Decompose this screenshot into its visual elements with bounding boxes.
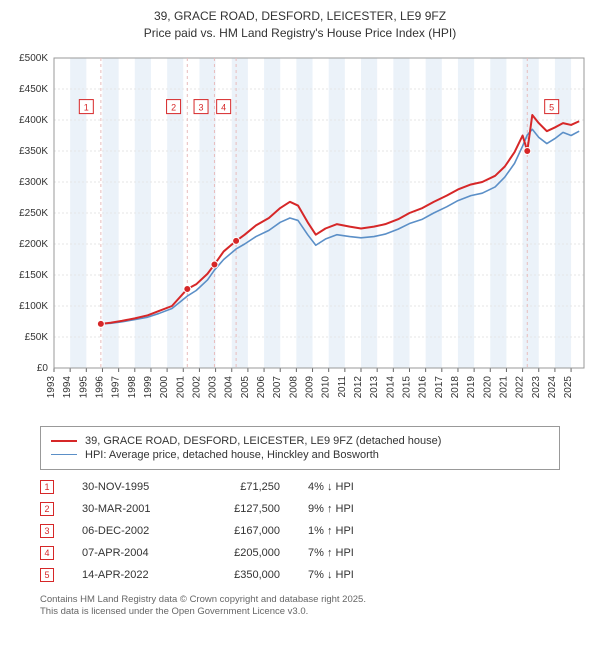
svg-text:3: 3 (199, 102, 204, 112)
svg-text:1995: 1995 (78, 375, 89, 398)
price-chart: £0 £50K £100K £150K £200K £250K £300K £350K £400… (10, 48, 590, 418)
sale-row: 3 06-DEC-2002 £167,000 1% ↑ HPI (40, 520, 560, 542)
footer-line-2: This data is licensed under the Open Gov… (40, 606, 560, 618)
sale-price: £350,000 (210, 569, 280, 581)
svg-text:2002: 2002 (191, 375, 202, 398)
svg-text:£400K: £400K (19, 115, 48, 126)
svg-text:£150K: £150K (19, 270, 48, 281)
sale-marker-icon: 2 (40, 502, 54, 516)
svg-text:2017: 2017 (434, 375, 445, 398)
svg-text:2020: 2020 (482, 375, 493, 398)
svg-text:2007: 2007 (272, 375, 283, 398)
svg-text:1: 1 (84, 102, 89, 112)
sale-date: 30-NOV-1995 (82, 481, 182, 493)
svg-text:£100K: £100K (19, 301, 48, 312)
sale-point-4 (233, 237, 240, 244)
sale-row: 2 30-MAR-2001 £127,500 9% ↑ HPI (40, 498, 560, 520)
svg-text:2014: 2014 (385, 375, 396, 398)
sale-diff: 9% ↑ HPI (308, 503, 408, 515)
legend: 39, GRACE ROAD, DESFORD, LEICESTER, LE9 … (40, 426, 560, 470)
sale-point-1 (97, 320, 104, 327)
svg-text:£200K: £200K (19, 239, 48, 250)
sale-date: 06-DEC-2002 (82, 525, 182, 537)
svg-text:2001: 2001 (175, 375, 186, 398)
svg-text:1998: 1998 (127, 375, 138, 398)
svg-text:2024: 2024 (547, 375, 558, 398)
svg-text:2: 2 (171, 102, 176, 112)
sale-price: £71,250 (210, 481, 280, 493)
svg-text:2018: 2018 (450, 375, 461, 398)
svg-text:2021: 2021 (498, 375, 509, 398)
svg-text:2005: 2005 (240, 375, 251, 398)
sale-row: 1 30-NOV-1995 £71,250 4% ↓ HPI (40, 476, 560, 498)
sale-row: 4 07-APR-2004 £205,000 7% ↑ HPI (40, 542, 560, 564)
sale-diff: 4% ↓ HPI (308, 481, 408, 493)
svg-text:1993: 1993 (46, 375, 57, 398)
svg-text:2006: 2006 (256, 375, 267, 398)
legend-label: 39, GRACE ROAD, DESFORD, LEICESTER, LE9 … (85, 435, 441, 447)
svg-text:£0: £0 (37, 363, 49, 374)
legend-item: HPI: Average price, detached house, Hinc… (51, 449, 549, 461)
title-line-1: 39, GRACE ROAD, DESFORD, LEICESTER, LE9 … (10, 8, 590, 25)
svg-text:1996: 1996 (94, 375, 105, 398)
svg-text:5: 5 (549, 102, 554, 112)
svg-text:2019: 2019 (466, 375, 477, 398)
sale-marker-icon: 3 (40, 524, 54, 538)
svg-text:2009: 2009 (305, 375, 316, 398)
sale-row: 5 14-APR-2022 £350,000 7% ↓ HPI (40, 564, 560, 586)
sale-diff: 1% ↑ HPI (308, 525, 408, 537)
footer-line-1: Contains HM Land Registry data © Crown c… (40, 594, 560, 606)
svg-text:2012: 2012 (353, 375, 364, 398)
sale-price: £205,000 (210, 547, 280, 559)
sale-diff: 7% ↓ HPI (308, 569, 408, 581)
svg-text:2023: 2023 (531, 375, 542, 398)
svg-text:£250K: £250K (19, 208, 48, 219)
svg-text:1999: 1999 (143, 375, 154, 398)
svg-text:2000: 2000 (159, 375, 170, 398)
svg-text:2015: 2015 (401, 375, 412, 398)
title-line-2: Price paid vs. HM Land Registry's House … (10, 25, 590, 42)
sale-date: 14-APR-2022 (82, 569, 182, 581)
svg-text:£500K: £500K (19, 53, 48, 64)
legend-swatch (51, 440, 77, 442)
sale-marker-icon: 1 (40, 480, 54, 494)
svg-text:4: 4 (221, 102, 226, 112)
svg-text:2003: 2003 (208, 375, 219, 398)
legend-item: 39, GRACE ROAD, DESFORD, LEICESTER, LE9 … (51, 435, 549, 447)
sale-diff: 7% ↑ HPI (308, 547, 408, 559)
svg-text:2013: 2013 (369, 375, 380, 398)
sale-marker-icon: 5 (40, 568, 54, 582)
svg-text:2011: 2011 (337, 375, 348, 397)
chart-svg: £0 £50K £100K £150K £200K £250K £300K £350K £400… (10, 48, 590, 418)
svg-text:2008: 2008 (288, 375, 299, 398)
sale-date: 30-MAR-2001 (82, 503, 182, 515)
svg-text:1994: 1994 (62, 375, 73, 398)
chart-title: 39, GRACE ROAD, DESFORD, LEICESTER, LE9 … (10, 8, 590, 42)
sale-date: 07-APR-2004 (82, 547, 182, 559)
legend-swatch (51, 454, 77, 455)
svg-text:1997: 1997 (111, 375, 122, 398)
svg-text:£50K: £50K (25, 332, 49, 343)
svg-text:2022: 2022 (515, 375, 526, 398)
legend-label: HPI: Average price, detached house, Hinc… (85, 449, 379, 461)
svg-text:2010: 2010 (321, 375, 332, 398)
svg-text:£450K: £450K (19, 84, 48, 95)
sale-price: £127,500 (210, 503, 280, 515)
svg-text:£350K: £350K (19, 146, 48, 157)
footer-attribution: Contains HM Land Registry data © Crown c… (40, 594, 560, 619)
svg-text:2025: 2025 (563, 375, 574, 398)
sales-table: 1 30-NOV-1995 £71,250 4% ↓ HPI 2 30-MAR-2001 £… (40, 476, 560, 586)
sale-point-3 (211, 261, 218, 268)
svg-text:2004: 2004 (224, 375, 235, 398)
sale-point-5 (524, 147, 531, 154)
svg-text:2016: 2016 (418, 375, 429, 398)
svg-text:£300K: £300K (19, 177, 48, 188)
sale-marker-icon: 4 (40, 546, 54, 560)
sale-price: £167,000 (210, 525, 280, 537)
sale-point-2 (184, 285, 191, 292)
